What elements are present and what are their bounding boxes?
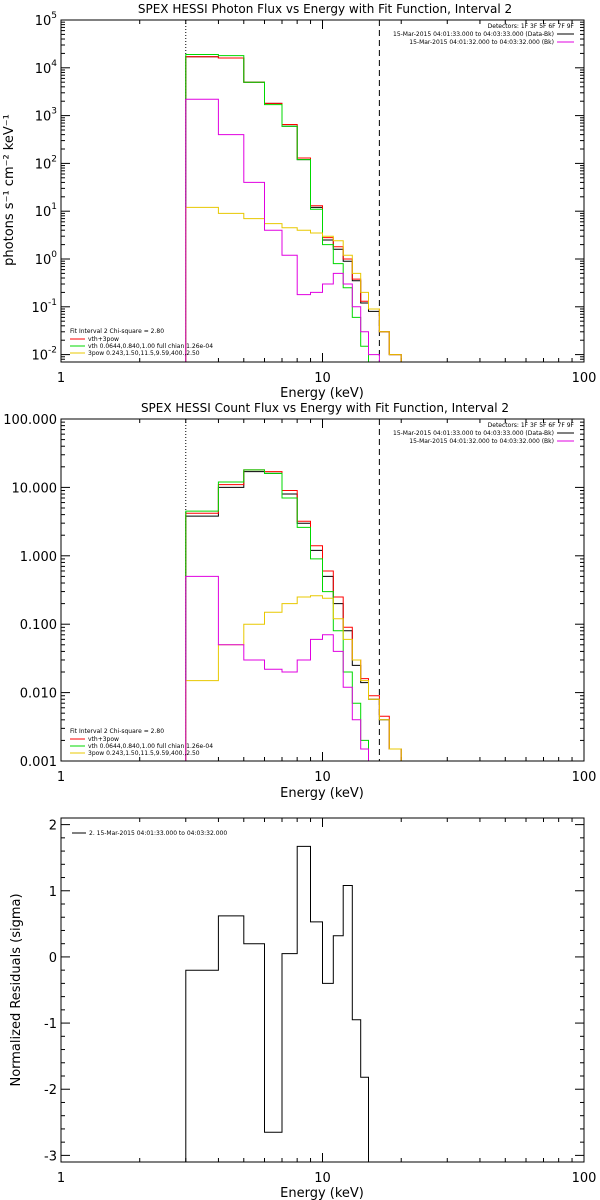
y-tick-label: 105 [35, 11, 57, 29]
legend-header: Fit Interval 2 Chi-square = 2.80 [70, 728, 164, 735]
photon-flux-legend: Fit Interval 2 Chi-square = 2.80 vth+3po… [70, 328, 213, 357]
y-tick-label: 10-2 [31, 346, 57, 364]
count-flux-reference-lines [185, 419, 380, 761]
y-tick-label: 104 [35, 59, 58, 77]
photon-flux-x-axis-label: Energy (keV) [280, 386, 364, 401]
y-tick-label: 102 [35, 154, 57, 172]
count-flux-plot-frame [60, 418, 585, 762]
residuals-axes: 1 10 100 -3 -2 -1 0 1 2 [44, 818, 596, 1186]
residuals-x-axis-label: Energy (keV) [280, 1186, 364, 1200]
count-flux-axes: 1 10 100 0.001 0.010 0.100 1.000 10.000 100.000 [3, 413, 596, 785]
x-tick-label: 1 [57, 1171, 65, 1186]
residuals-panel: 1 10 100 -3 -2 -1 0 1 2 Energy (keV) Normalized … [9, 817, 596, 1200]
residuals-legend: 2. 15-Mar-2015 04:01:33.000 to 04:03:32.… [72, 830, 227, 837]
legend-top-item-label: 15-Mar-2015 04:01:32.000 to 04:03:32.000… [409, 39, 554, 46]
legend-item-label: vth 0.0644,0.840,1.00 full chian 1.26e-0… [88, 743, 213, 750]
series-line [185, 206, 402, 362]
x-tick-label: 100 [572, 1171, 597, 1186]
count-flux-panel: SPEX HESSI Count Flux vs Energy with Fit… [3, 401, 596, 801]
y-tick-label: -3 [44, 1149, 57, 1164]
residuals-y-axis-label: Normalized Residuals (sigma) [9, 893, 24, 1086]
count-flux-legend-top: Detectors: 1F 3F 5F 6F 7F 9F 15-Mar-2015… [393, 422, 575, 445]
photon-flux-y-axis-label: photons s⁻¹ cm⁻² keV⁻¹ [2, 114, 17, 266]
y-tick-label: 0.010 [20, 687, 57, 702]
legend-item-label: vth+3pow [88, 736, 119, 743]
y-tick-exponent: 0 [51, 250, 57, 260]
series-line [185, 54, 369, 362]
photon-flux-series [185, 54, 402, 362]
series-line [185, 845, 369, 1162]
y-tick-label: 100.000 [3, 413, 57, 428]
x-tick-label: 10 [314, 770, 331, 785]
count-flux-x-axis-label: Energy (keV) [280, 786, 364, 801]
y-tick-exponent: 2 [51, 154, 57, 164]
y-tick-exponent: 1 [51, 202, 57, 212]
residuals-series [185, 845, 369, 1162]
y-tick-label: 1 [49, 885, 57, 900]
photon-flux-title: SPEX HESSI Photon Flux vs Energy with Fi… [138, 2, 512, 16]
y-tick-label: 0.001 [20, 755, 57, 770]
legend-top-header: Detectors: 1F 3F 5F 6F 7F 9F [488, 23, 575, 30]
x-tick-label: 10 [314, 371, 331, 386]
legend-top-item-label: 15-Mar-2015 04:01:33.000 to 04:03:33.000… [393, 31, 554, 38]
x-tick-label: 100 [572, 770, 597, 785]
y-tick-exponent: -2 [48, 346, 57, 356]
legend-header: Fit Interval 2 Chi-square = 2.80 [70, 328, 164, 335]
photon-flux-reference-lines [185, 20, 380, 362]
photon-flux-legend-top: Detectors: 1F 3F 5F 6F 7F 9F 15-Mar-2015… [393, 23, 575, 46]
y-tick-label: 0.100 [20, 618, 57, 633]
legend-top-item-label: 15-Mar-2015 04:01:33.000 to 04:03:33.000… [393, 430, 554, 437]
count-flux-series [185, 469, 402, 761]
y-tick-exponent: -1 [48, 298, 57, 308]
y-tick-label: 0 [49, 951, 57, 966]
y-tick-exponent: 4 [51, 59, 57, 69]
series-line [185, 595, 402, 761]
x-tick-label: 1 [57, 371, 65, 386]
legend-item-label: vth+3pow [88, 336, 119, 343]
series-line [185, 98, 380, 362]
x-tick-label: 10 [314, 1171, 331, 1186]
count-flux-title: SPEX HESSI Count Flux vs Energy with Fit… [141, 401, 509, 415]
legend-item-label: vth 0.0644,0.840,1.00 full chian 1.26e-0… [88, 343, 213, 350]
y-tick-label: 10-1 [31, 298, 57, 316]
y-tick-label: -1 [44, 1017, 57, 1032]
series-line [185, 575, 369, 761]
y-tick-label: 100 [35, 250, 58, 268]
y-tick-exponent: 5 [51, 11, 57, 21]
photon-flux-plot-frame [60, 19, 585, 363]
count-flux-legend: Fit Interval 2 Chi-square = 2.80 vth+3po… [70, 728, 213, 757]
legend-top-item-label: 15-Mar-2015 04:01:32.000 to 04:03:32.000… [409, 438, 554, 445]
legend-item-label: 3pow 0.243,1.50,11.5,9.59,400.,2.50 [88, 750, 200, 757]
x-tick-label: 1 [57, 770, 65, 785]
y-tick-label: 103 [35, 107, 57, 125]
y-tick-exponent: 3 [51, 107, 57, 117]
residuals-plot-frame [60, 817, 585, 1163]
legend-item-label: 3pow 0.243,1.50,11.5,9.59,400.,2.50 [88, 350, 200, 357]
y-tick-label: 10.000 [12, 481, 58, 496]
y-tick-label: 1.000 [20, 550, 57, 565]
x-tick-label: 100 [572, 371, 597, 386]
legend-top-header: Detectors: 1F 3F 5F 6F 7F 9F [488, 422, 575, 429]
y-tick-label: -2 [44, 1083, 57, 1098]
photon-flux-panel: SPEX HESSI Photon Flux vs Energy with Fi… [2, 2, 596, 401]
series-line [185, 469, 369, 761]
legend-item-label: 2. 15-Mar-2015 04:01:33.000 to 04:03:32.… [89, 830, 227, 837]
y-tick-label: 2 [49, 819, 57, 834]
y-tick-label: 101 [35, 202, 57, 220]
